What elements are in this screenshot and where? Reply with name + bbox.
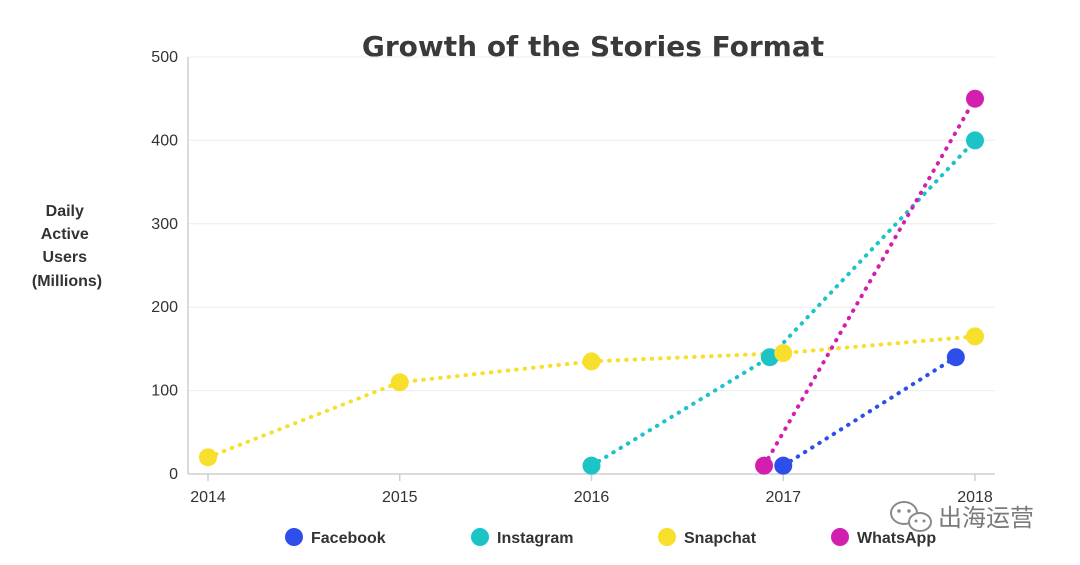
data-point-instagram-2 <box>966 131 984 150</box>
y-tick-label-0: 0 <box>169 466 178 483</box>
y-axis-label: Daily Active Users (Millions) <box>32 203 102 290</box>
x-tick-label-2014: 2014 <box>190 489 226 506</box>
legend-item-facebook: Facebook <box>285 528 386 547</box>
legend-item-whatsapp: WhatsApp <box>831 528 936 547</box>
data-point-facebook-1 <box>946 348 965 367</box>
x-tick-label-2018: 2018 <box>957 489 993 506</box>
legend-marker-facebook <box>285 528 303 546</box>
data-point-whatsapp-1 <box>966 89 984 108</box>
x-tick-label-2017: 2017 <box>765 489 801 506</box>
data-point-instagram-0 <box>582 456 601 475</box>
data-point-snapchat-4 <box>966 327 984 346</box>
y-ticks: 500 400 300 200 100 0 <box>151 49 178 483</box>
legend-marker-snapchat <box>658 528 676 546</box>
series-line-instagram <box>589 138 977 468</box>
legend-label-whatsapp: WhatsApp <box>857 530 936 547</box>
legend-marker-instagram <box>471 528 489 546</box>
y-tick-label-100: 100 <box>151 383 178 400</box>
x-tick-label-2015: 2015 <box>382 489 418 506</box>
data-points <box>199 89 984 475</box>
legend-label-instagram: Instagram <box>497 530 573 547</box>
watermark: 出海运营 <box>890 501 1034 532</box>
data-point-snapchat-2 <box>582 352 601 371</box>
x-tick-label-2016: 2016 <box>574 489 610 506</box>
y-tick-label-200: 200 <box>151 299 178 316</box>
data-point-snapchat-3 <box>774 344 793 363</box>
legend-item-instagram: Instagram <box>471 528 573 547</box>
y-tick-label-400: 400 <box>151 132 178 149</box>
data-point-snapchat-0 <box>199 448 217 467</box>
legend-label-snapchat: Snapchat <box>684 530 757 547</box>
legend: Facebook Instagram Snapchat WhatsApp <box>285 528 936 547</box>
data-point-whatsapp-0 <box>755 456 774 475</box>
data-point-facebook-0 <box>774 456 793 475</box>
legend-marker-whatsapp <box>831 528 849 546</box>
x-ticks: 2014 2015 2016 2017 2018 <box>190 489 993 506</box>
grid <box>188 56 995 392</box>
data-point-snapchat-1 <box>390 373 409 392</box>
series-lines <box>206 96 977 468</box>
series-line-facebook <box>781 355 958 468</box>
wechat-icon <box>890 501 932 532</box>
legend-item-snapchat: Snapchat <box>658 528 757 547</box>
chart-title: Growth of the Stories Format <box>362 30 824 63</box>
watermark-text: 出海运营 <box>938 504 1034 532</box>
y-tick-label-300: 300 <box>151 216 178 233</box>
series-line-whatsapp <box>762 96 977 468</box>
y-tick-label-500: 500 <box>151 49 178 66</box>
legend-label-facebook: Facebook <box>311 530 386 547</box>
